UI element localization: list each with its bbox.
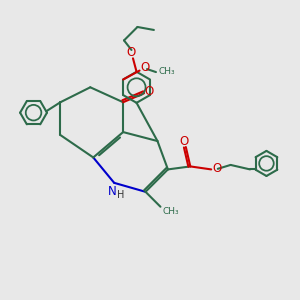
Text: H: H (117, 190, 124, 200)
Text: N: N (108, 185, 117, 198)
Text: CH₃: CH₃ (159, 67, 175, 76)
Text: O: O (140, 61, 149, 74)
Text: O: O (126, 46, 135, 59)
Text: O: O (145, 85, 154, 98)
Text: O: O (212, 162, 221, 175)
Text: O: O (180, 134, 189, 148)
Text: CH₃: CH₃ (163, 207, 179, 216)
